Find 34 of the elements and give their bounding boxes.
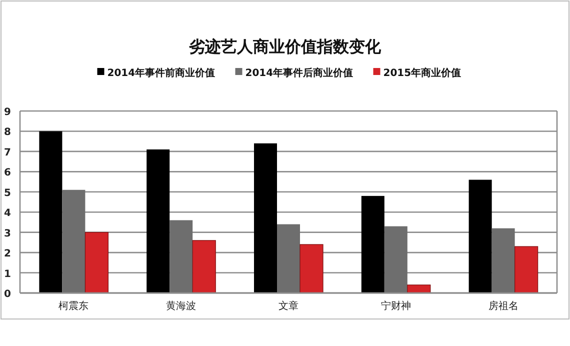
- y-tick-label: 2: [4, 248, 12, 260]
- legend-label: 2014年事件前商业价值: [107, 67, 216, 79]
- y-tick-label: 5: [4, 188, 12, 199]
- bar: [300, 244, 324, 294]
- bar: [170, 220, 193, 293]
- y-tick-label: 9: [4, 107, 12, 118]
- y-tick-label: 4: [4, 208, 12, 220]
- bar: [468, 180, 492, 293]
- bar: [277, 224, 300, 293]
- legend-label: 2014年事件后商业价值: [245, 67, 354, 79]
- y-tick-label: 0: [4, 289, 12, 300]
- bar: [146, 149, 170, 293]
- bar: [407, 284, 431, 294]
- x-tick-label: 文章: [278, 300, 298, 312]
- bar: [84, 232, 108, 294]
- x-tick-label: 宁财神: [380, 300, 411, 312]
- bar: [514, 246, 538, 294]
- bar: [361, 196, 384, 293]
- bar: [492, 228, 515, 293]
- bar: [62, 190, 86, 293]
- y-tick-label: 3: [4, 228, 12, 240]
- bar: [384, 226, 408, 293]
- chart-title: 劣迹艺人商业价值指数变化: [188, 37, 382, 56]
- bar: [39, 131, 62, 293]
- x-tick-label: 黄海波: [166, 300, 196, 312]
- y-tick-label: 8: [4, 127, 12, 138]
- x-tick-label: 房祖名: [488, 300, 518, 312]
- legend-label: 2015年商业价值: [383, 67, 462, 79]
- bar: [254, 143, 277, 293]
- y-tick-label: 6: [4, 168, 12, 179]
- x-tick-label: 柯震东: [58, 300, 89, 312]
- bar: [192, 240, 216, 294]
- y-tick-label: 1: [4, 268, 12, 280]
- y-tick-label: 7: [4, 147, 12, 158]
